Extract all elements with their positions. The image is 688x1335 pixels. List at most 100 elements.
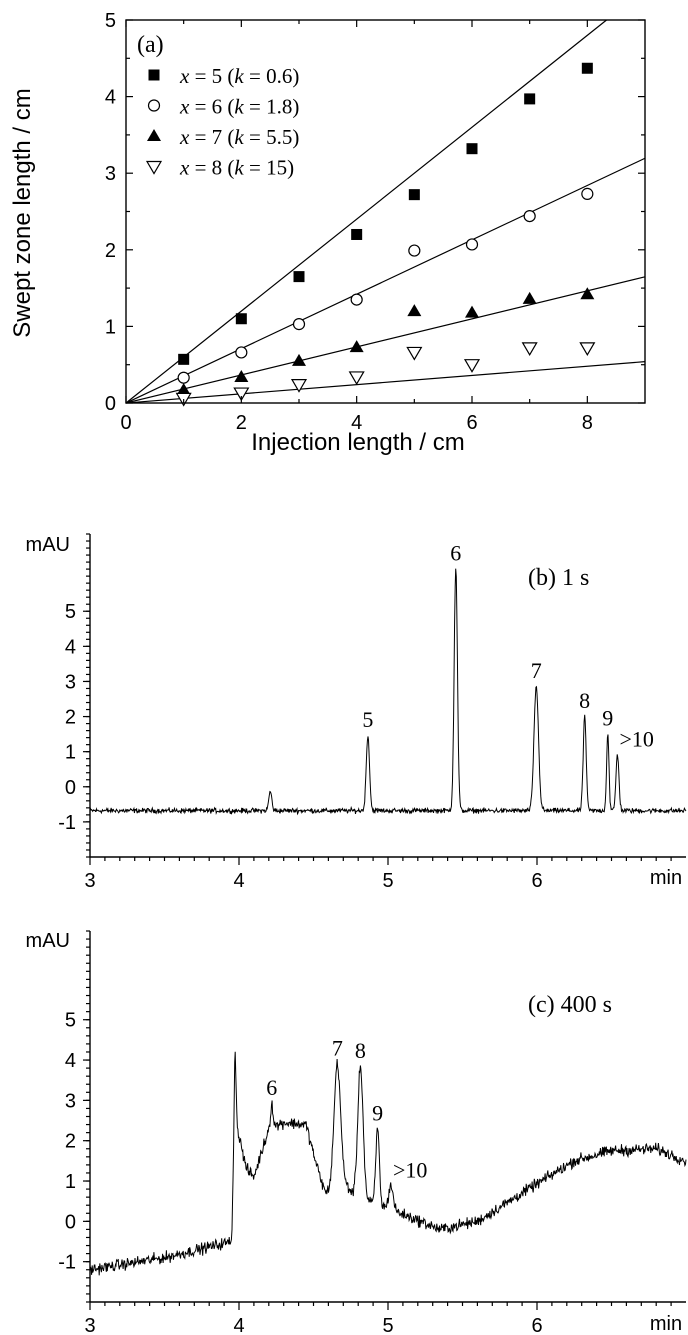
legend-label-part: = 5.5) [244, 125, 300, 149]
peak-labels-b: 5 6 7 89>10 [362, 540, 653, 751]
peak-label: 9 [602, 705, 613, 730]
legend-label-part: x [179, 156, 190, 180]
legend-marker [147, 99, 161, 112]
data-point [408, 189, 420, 201]
legend-marker [145, 160, 163, 175]
data-point [178, 353, 190, 365]
peak-label: 8 [579, 688, 590, 713]
x-tick-label-a: 6 [466, 412, 477, 434]
y-tick-label: 3 [65, 1090, 76, 1112]
y-tick-label: 2 [65, 707, 76, 729]
data-point [290, 379, 308, 393]
data-point [465, 305, 479, 318]
y-tick-label: -1 [58, 812, 76, 834]
data-point [351, 228, 363, 240]
peak-label: 7 [531, 658, 542, 683]
legend-label-part: = 6 ( [189, 95, 234, 119]
x-tick-label: 3 [84, 870, 95, 892]
data-point [581, 62, 593, 74]
data-point [524, 93, 536, 105]
data-point [292, 318, 306, 331]
x-axis-title-a: Injection length / cm [251, 429, 464, 456]
y-tick-label: 0 [65, 1211, 76, 1233]
x-unit-label-c: min [650, 1313, 682, 1335]
legend-label-part: = 15) [244, 156, 294, 180]
axes-c: 3 4 5 6 -1 0 1 2 3 4 5 [58, 930, 686, 1335]
peak-label: >10 [393, 1158, 427, 1183]
chromatogram-trace-b [89, 568, 687, 816]
data-point [522, 291, 537, 304]
y-unit-label-c: mAU [26, 930, 70, 952]
y-tick-label: 1 [65, 742, 76, 764]
panel-label-b: (b) 1 s [528, 565, 589, 591]
data-point [349, 340, 364, 353]
y-unit-label-b: mAU [26, 534, 70, 556]
data-point [523, 209, 536, 223]
data-point [235, 313, 247, 325]
fit-line [125, 361, 646, 404]
legend-label: x = 7 (k = 5.5) [179, 125, 299, 149]
x-tick-label: 5 [382, 870, 393, 892]
x-tick-label: 4 [233, 1315, 244, 1335]
legend-marker [148, 69, 160, 81]
legend-label-part: = 8 ( [189, 156, 234, 180]
legend: x = 5 (k = 0.6)x = 6 (k = 1.8)x = 7 (k =… [145, 64, 299, 180]
fit-line [125, 276, 646, 404]
data-point [408, 244, 421, 257]
data-point [233, 387, 250, 402]
fit-lines [125, 19, 646, 404]
x-tick-label-a: 4 [351, 412, 362, 434]
y-tick-label: 0 [65, 777, 76, 799]
y-tick-label: 5 [65, 1010, 76, 1032]
legend-label-part: k [234, 64, 244, 88]
legend-label: x = 8 (k = 15) [179, 156, 294, 180]
data-point [465, 238, 479, 251]
data-point [406, 346, 423, 361]
y-tick-label: 4 [65, 636, 76, 658]
data-point [235, 346, 248, 359]
peak-label: 6 [266, 1075, 277, 1100]
y-tick-label: 3 [65, 671, 76, 693]
data-point [466, 143, 478, 155]
panel-label-c: (c) 400 s [528, 992, 612, 1018]
y-tick-label-a: 3 [105, 163, 116, 185]
y-tick-label-a: 4 [105, 87, 116, 109]
x-tick-label-a: 2 [236, 412, 247, 434]
data-point [350, 293, 363, 306]
peak-label: 7 [332, 1036, 343, 1061]
data-point [463, 359, 481, 373]
y-tick-label: 1 [65, 1171, 76, 1193]
data-point [292, 353, 306, 366]
y-axis-title-a: Swept zone length / cm [9, 88, 36, 337]
panel-label-a: (a) [137, 32, 164, 58]
panel-c: 3 4 5 6 -1 0 1 2 3 4 5 6 7 8 9 >10 mAU min (c) 400 s [26, 930, 687, 1335]
legend-label: x = 5 (k = 0.6) [179, 64, 299, 88]
data-point [348, 371, 365, 386]
y-tick-label: -1 [58, 1252, 76, 1274]
data-point [234, 369, 249, 382]
x-tick-label: 4 [233, 870, 244, 892]
y-tick-label-a: 2 [105, 240, 116, 262]
x-tick-label-a: 0 [120, 412, 131, 434]
legend-label-part: k [234, 95, 244, 119]
peak-label: 8 [355, 1038, 366, 1063]
legend-label-part: x [179, 125, 190, 149]
data-point [177, 371, 190, 384]
data-point [579, 342, 596, 357]
peak-label: 5 [362, 707, 373, 732]
x-tick-label: 6 [531, 1315, 542, 1335]
chromatogram-trace-c [89, 1051, 687, 1276]
data-point [176, 382, 191, 395]
legend-label-part: k [234, 156, 244, 180]
peak-labels-c: 6 7 8 9 >10 [266, 1036, 427, 1183]
legend-label-part: = 5 ( [189, 64, 234, 88]
legend-marker [147, 129, 161, 141]
x-unit-label-b: min [650, 867, 682, 889]
legend-label-part: = 7 ( [189, 125, 234, 149]
fit-line [125, 19, 607, 404]
axes-b: 3 4 5 6 -1 0 1 2 3 4 5 [58, 533, 686, 892]
data-point [293, 271, 305, 283]
y-tick-label-a: 1 [105, 316, 116, 338]
y-tick-label-a: 5 [105, 10, 116, 32]
